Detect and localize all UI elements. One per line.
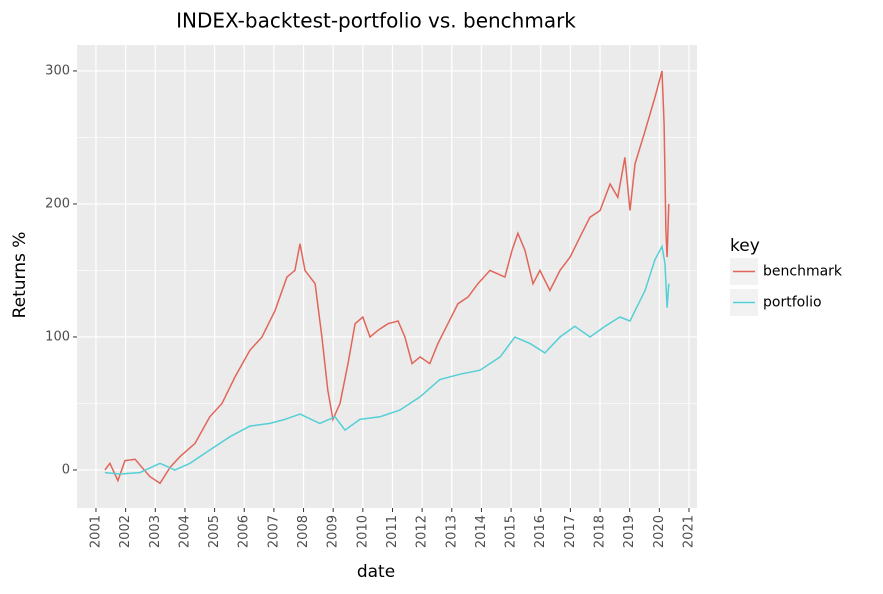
x-tick-label: 2015 [504,515,519,548]
x-tick-label: 2018 [593,515,608,548]
x-tick-label: 2020 [652,515,667,548]
x-tick-label: 2010 [355,515,370,548]
x-tick-label: 2021 [681,515,696,548]
legend-label: benchmark [763,264,843,280]
plot-panel [77,45,697,508]
y-tick-label: 0 [62,462,70,477]
x-tick-label: 2016 [533,515,548,548]
x-tick-label: 2014 [474,515,489,548]
y-tick-label: 300 [45,63,70,78]
x-tick-label: 2006 [237,515,252,548]
y-axis-label: Returns % [10,232,30,319]
y-tick-label: 100 [45,329,70,344]
chart-title: INDEX-backtest-portfolio vs. benchmark [176,9,576,33]
x-tick-label: 2004 [177,515,192,548]
x-tick-label: 2009 [326,515,341,548]
legend-label: portfolio [763,295,822,311]
y-tick-label: 200 [45,196,70,211]
data-line [104,70,670,485]
x-tick-label: 2008 [296,515,311,548]
legend-title: key [730,236,760,256]
x-tick-label: 2001 [88,515,103,548]
x-tick-label: 2007 [266,515,281,548]
x-tick-label: 2017 [563,515,578,548]
x-tick-label: 2012 [415,515,430,548]
x-tick-label: 2019 [622,515,637,548]
x-tick-label: 2002 [118,515,133,548]
x-tick-label: 2011 [385,515,400,548]
x-axis-label: date [357,562,395,582]
x-tick-label: 2003 [148,515,163,548]
x-tick-label: 2005 [207,515,222,548]
x-tick-label: 2013 [444,515,459,548]
data-line [104,244,670,475]
